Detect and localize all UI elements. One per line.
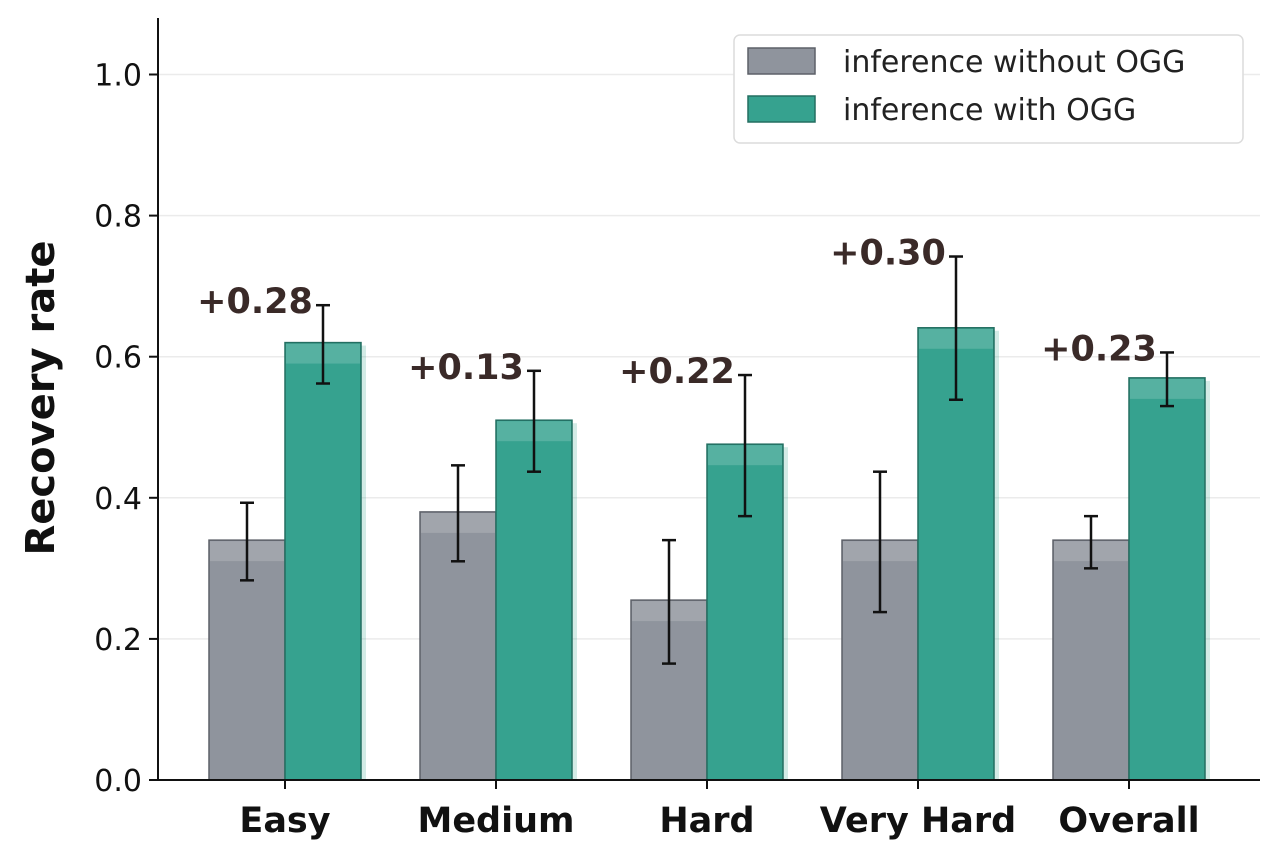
legend-frame (733, 34, 1244, 144)
y-tick-label: 0.2 (94, 623, 142, 658)
x-category-label: Easy (239, 801, 330, 841)
x-category-label: Very Hard (820, 801, 1016, 841)
bars (208, 327, 1210, 781)
delta-annotation: +0.22 (619, 352, 735, 392)
bar (1052, 539, 1130, 781)
legend-swatch (747, 95, 816, 123)
x-category-labels: Easy Medium Hard Very Hard Overall (239, 801, 1199, 841)
y-tick-label: 0.0 (94, 764, 142, 799)
delta-annotation: +0.28 (197, 282, 313, 322)
y-axis-label: Recovery rate (18, 240, 64, 555)
y-tick-label: 0.4 (94, 482, 142, 517)
delta-annotation: +0.30 (830, 234, 946, 274)
y-tick-label: 0.8 (94, 200, 142, 235)
legend-label: inference without OGG (843, 45, 1185, 80)
y-tick-label: 1.0 (94, 59, 142, 94)
error-bars (240, 255, 1174, 665)
legend: inference without OGG inference with OGG (733, 34, 1244, 144)
x-category-label: Overall (1058, 801, 1199, 841)
axes (149, 18, 1260, 789)
delta-annotation: +0.23 (1041, 329, 1157, 369)
bar (917, 327, 995, 781)
delta-annotation: +0.13 (408, 348, 524, 388)
legend-swatch (747, 47, 816, 75)
bar (495, 419, 573, 781)
bar (1128, 377, 1206, 781)
y-tick-label: 0.6 (94, 341, 142, 376)
bar (284, 341, 362, 781)
delta-annotations: +0.28 +0.13 +0.22 +0.30 +0.23 (197, 234, 1157, 393)
x-category-label: Hard (659, 801, 754, 841)
y-tick-labels: 0.0 0.2 0.4 0.6 0.8 1.0 (94, 59, 142, 800)
legend-label: inference with OGG (843, 93, 1136, 128)
x-category-label: Medium (417, 801, 574, 841)
